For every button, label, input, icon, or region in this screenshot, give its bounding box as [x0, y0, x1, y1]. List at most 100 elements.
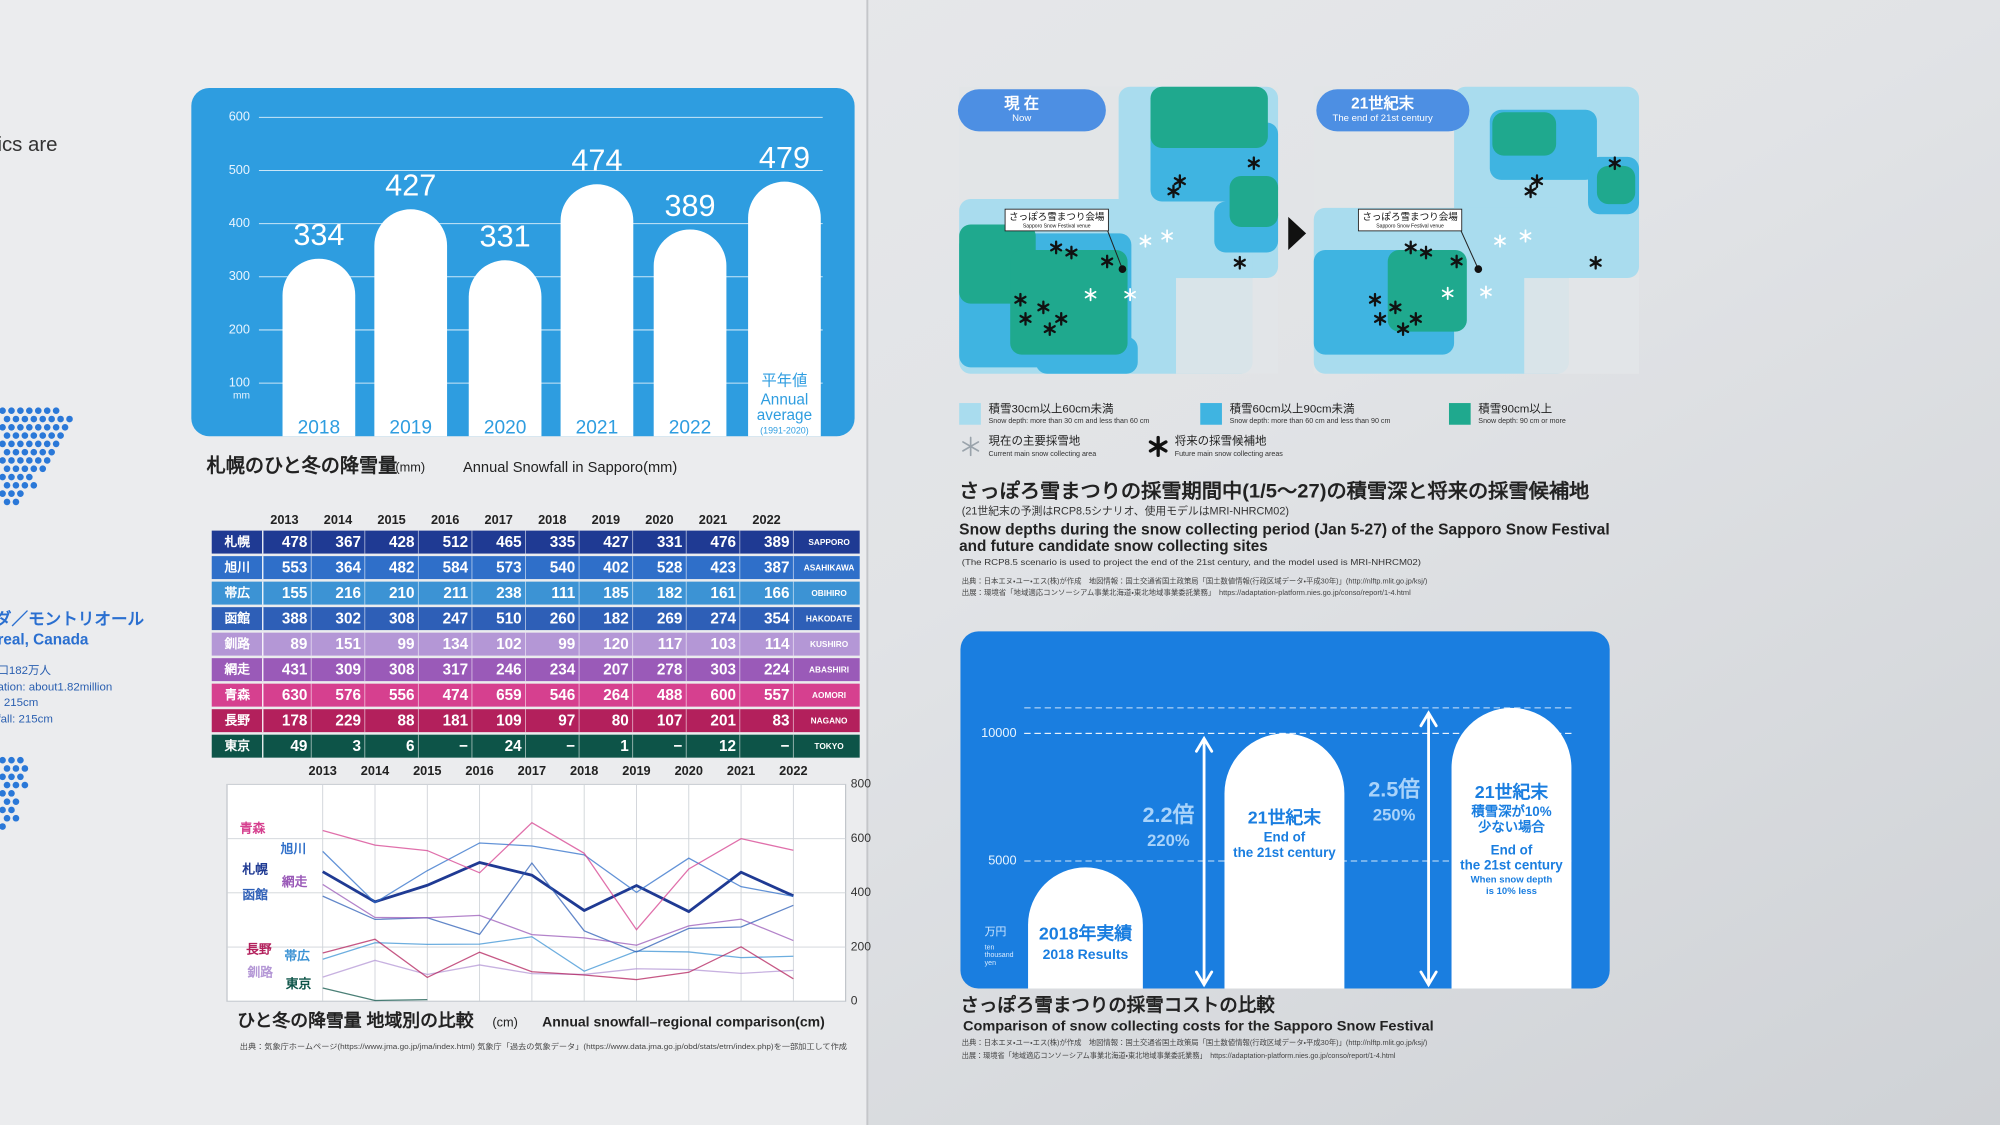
value-label: 427: [385, 169, 436, 203]
table-cell: 49: [290, 738, 307, 755]
future-site-icon: [1524, 184, 1537, 199]
table-cell: 182: [657, 585, 683, 602]
legend-label: 将来の採雪候補地: [1175, 433, 1267, 447]
dot-pattern: [57, 432, 64, 439]
category-label-en: the 21st century: [1233, 845, 1336, 860]
legend-label: 積雪90cm以上: [1478, 401, 1552, 415]
ratio-percent: 220%: [1147, 831, 1190, 850]
current-site-icon: [1161, 229, 1173, 243]
table-cell: 354: [764, 610, 790, 627]
x-tick-label: 2019: [622, 763, 650, 778]
category-label-en: 2018 Results: [1043, 946, 1129, 962]
map-label-pill: [957, 89, 1106, 132]
table-cell: 335: [550, 534, 576, 551]
chart-title-unit: (cm): [492, 1014, 518, 1029]
table-row: [211, 734, 860, 758]
future-site-icon: [1409, 311, 1422, 326]
table-city-en: ABASHIRI: [809, 664, 849, 674]
ratio-label: 2.5倍: [1368, 777, 1420, 802]
dot-pattern: [0, 773, 6, 781]
table-city: 長野: [224, 713, 250, 728]
table-cell: 134: [443, 636, 469, 653]
dot-pattern: [12, 781, 20, 789]
table-cell: 465: [496, 534, 522, 551]
dot-pattern: [48, 448, 55, 456]
dot-pattern: [21, 465, 29, 473]
x-tick-label: 2014: [361, 763, 390, 778]
dot-pattern: [12, 498, 20, 506]
x-tick-label: 2016: [465, 763, 493, 778]
table-row: [211, 709, 860, 733]
dot-pattern: [0, 407, 6, 415]
dot-pattern: [30, 482, 38, 489]
future-site-icon: [1396, 322, 1410, 336]
table-cell: 89: [290, 636, 307, 653]
dot-pattern: [30, 415, 38, 423]
category-label-en: End of: [1264, 830, 1306, 845]
table-city: 青森: [224, 687, 250, 702]
dot-pattern: [48, 432, 55, 439]
ratio-percent: 250%: [1373, 806, 1416, 825]
table-cell: 308: [389, 661, 415, 678]
future-site-icon: [1404, 240, 1417, 255]
table-cell: 389: [764, 534, 790, 551]
table-cell: 274: [710, 610, 736, 627]
table-year: 2016: [431, 512, 459, 527]
table-cell: 553: [282, 559, 308, 576]
y-tick-label: 100: [229, 374, 250, 389]
table-cell: 151: [335, 636, 361, 653]
table-cell: 431: [282, 661, 308, 678]
x-tick-label: 2015: [413, 763, 441, 778]
table-year: 2019: [592, 512, 620, 527]
dot-pattern: [17, 473, 24, 481]
legend-swatch: [1200, 403, 1222, 425]
dot-pattern: [17, 490, 24, 497]
map-arrow: [1288, 216, 1307, 250]
fragment-info: 口182万人: [0, 664, 52, 677]
dot-pattern: [0, 473, 6, 481]
table-cell: 278: [657, 661, 683, 678]
snow-arch: [282, 258, 356, 437]
y-tick-label: 800: [851, 777, 871, 791]
table-cell: 99: [398, 636, 415, 653]
table-row: [211, 683, 860, 707]
dot-pattern: [3, 798, 11, 805]
table-cell: −: [566, 738, 575, 755]
dot-pattern: [30, 448, 38, 456]
legend-label-en: Future main snow collecting areas: [1175, 450, 1284, 458]
future-site-icon: [1101, 254, 1114, 269]
legend-swatch: [1448, 403, 1471, 425]
series-label: 函館: [242, 887, 268, 902]
future-site-icon: [1608, 156, 1621, 171]
venue-label-en: Sapporo Snow Festival venue: [1023, 224, 1091, 230]
map-snow-area: [1150, 86, 1268, 148]
dot-pattern: [26, 473, 33, 481]
y-tick-label: 600: [851, 831, 871, 845]
venue-leader: [1106, 229, 1123, 270]
future-site-icon: [1368, 292, 1382, 307]
table-cell: 488: [657, 687, 683, 704]
y-tick-label: 10000: [981, 725, 1016, 740]
series-line: [322, 938, 794, 981]
dot-pattern: [8, 473, 15, 481]
chart-title: 札幌のひと冬の降雪量: [206, 454, 398, 477]
map-label-en: The end of 21st century: [1332, 113, 1433, 124]
table-cell: 234: [550, 661, 576, 678]
dot-pattern: [12, 765, 20, 772]
dot-pattern: [8, 790, 15, 797]
table-cell: 476: [710, 534, 736, 551]
dot-pattern: [21, 482, 29, 489]
series-label: 東京: [286, 976, 312, 991]
dot-pattern: [52, 407, 60, 415]
series-label: 青森: [240, 820, 266, 835]
fragment-info: ation: about1.82million: [0, 682, 112, 694]
table-cell: 247: [443, 610, 469, 627]
table-cell: 402: [603, 559, 629, 576]
table-cell: 428: [389, 534, 415, 551]
series-line: [322, 883, 794, 946]
dot-pattern: [21, 765, 29, 772]
dot-pattern: [0, 823, 6, 830]
dot-pattern: [17, 423, 24, 431]
fragment-info: fall: 215cm: [0, 713, 53, 725]
value-label: 334: [293, 218, 344, 252]
